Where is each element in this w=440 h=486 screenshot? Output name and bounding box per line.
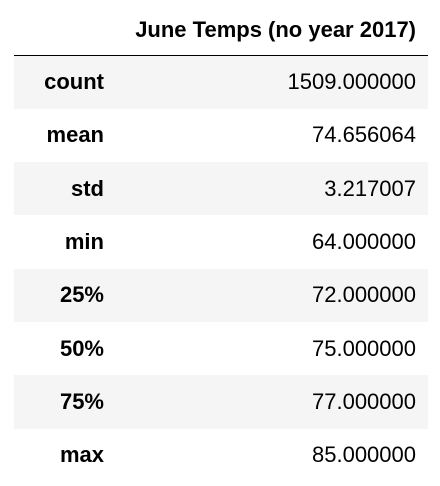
header-row: June Temps (no year 2017) [14, 4, 428, 56]
row-value: 64.000000 [312, 229, 416, 255]
row-label: 50% [59, 335, 104, 361]
table-row: 25% 72.000000 [14, 268, 428, 322]
row-label: count [44, 69, 104, 95]
row-value: 85.000000 [312, 442, 416, 468]
table-body: count 1509.000000 mean 74.656064 std 3.2… [14, 55, 428, 482]
row-value: 77.000000 [312, 388, 416, 414]
table-row: min 64.000000 [14, 215, 428, 269]
table-row: count 1509.000000 [14, 55, 428, 109]
table-row: max 85.000000 [14, 428, 428, 482]
table-row: mean 74.656064 [14, 108, 428, 163]
row-label: max [59, 442, 104, 468]
row-label: std [71, 175, 104, 201]
table-row: std 3.217007 [14, 162, 428, 216]
row-value: 72.000000 [312, 282, 416, 308]
row-value: 1509.000000 [287, 69, 416, 95]
describe-table: June Temps (no year 2017) count 1509.000… [14, 4, 428, 482]
row-value: 74.656064 [312, 122, 416, 148]
column-header: June Temps (no year 2017) [118, 4, 428, 56]
row-label: 25% [59, 282, 104, 308]
table-row: 75% 77.000000 [14, 375, 428, 429]
row-value: 3.217007 [324, 175, 416, 201]
index-header-cell [14, 4, 118, 56]
row-label: min [64, 229, 104, 255]
row-label: mean [46, 122, 104, 148]
table-header: June Temps (no year 2017) [14, 4, 428, 56]
row-value: 75.000000 [312, 335, 416, 361]
row-label: 75% [59, 388, 104, 414]
table-row: 50% 75.000000 [14, 321, 428, 376]
